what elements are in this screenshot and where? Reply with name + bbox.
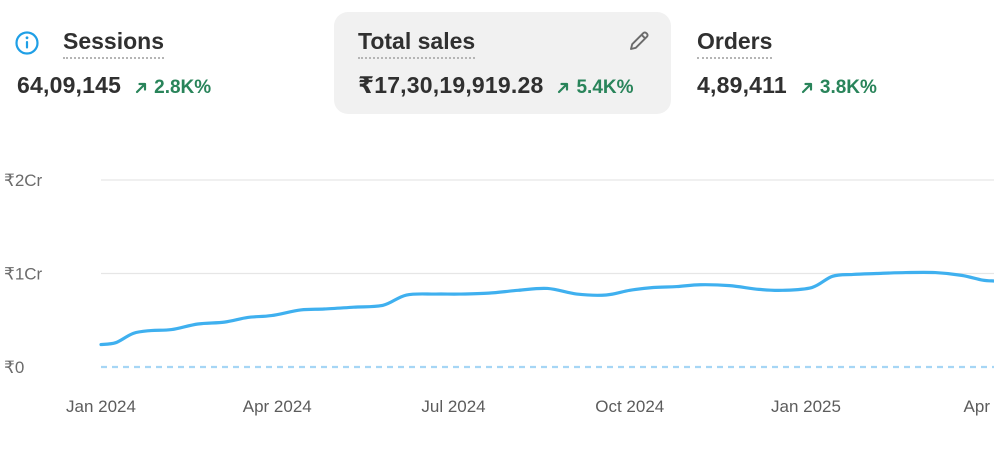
y-tick-label-2: ₹2Cr	[4, 171, 43, 190]
metric-change-orders: 3.8K%	[801, 77, 877, 99]
metric-value-orders: 4,89,411	[697, 72, 787, 98]
metric-value-sessions: 64,09,145	[17, 72, 122, 98]
metric-value-row-orders: 4,89,411 3.8K%	[697, 72, 877, 99]
metric-title-total-sales[interactable]: Total sales	[358, 28, 476, 59]
metric-card-total-sales[interactable]: Total sales ₹17,30,19,919.28 5.4K%	[334, 12, 671, 114]
arrow-up-right-icon	[558, 82, 569, 94]
y-tick-label-1: ₹1Cr	[4, 265, 43, 284]
metric-value-total-sales: ₹17,30,19,919.28	[358, 72, 544, 98]
x-tick-label-3: Oct 2024	[595, 397, 664, 416]
x-tick-label-0: Jan 2024	[66, 397, 136, 416]
arrow-up-right-icon	[136, 82, 147, 94]
pencil-icon[interactable]	[626, 28, 652, 54]
metric-value-row-sessions: 64,09,145 2.8K%	[17, 72, 211, 99]
x-tick-label-1: Apr 2024	[243, 397, 312, 416]
x-tick-label-5: Apr	[964, 397, 991, 416]
chart-canvas[interactable]: ₹0 ₹1Cr ₹2Cr Jan 2024 Apr 2024 Jul 2024 Oct 20…	[0, 150, 994, 455]
metric-change-total-sales: 5.4K%	[557, 77, 634, 99]
metric-card-orders[interactable]: Orders 4,89,411 3.8K%	[682, 12, 982, 114]
metric-change-value-sessions: 2.8K%	[154, 77, 212, 98]
x-tick-label-4: Jan 2025	[771, 397, 841, 416]
metric-title-orders[interactable]: Orders	[697, 28, 773, 59]
x-tick-label-2: Jul 2024	[421, 397, 485, 416]
metric-card-sessions[interactable]: Sessions 64,09,145 2.8K%	[0, 12, 320, 114]
arrow-up-right-icon	[801, 82, 812, 94]
series-line-total-sales	[99, 270, 994, 347]
metrics-bar: Sessions 64,09,145 2.8K% Total sales ₹17…	[0, 0, 994, 120]
metric-change-value-total-sales: 5.4K%	[576, 77, 634, 98]
metric-change-sessions: 2.8K%	[135, 77, 211, 99]
metric-title-sessions[interactable]: Sessions	[63, 28, 164, 59]
y-tick-label-0: ₹0	[4, 358, 24, 377]
metric-change-value-orders: 3.8K%	[819, 77, 877, 98]
sales-line-chart[interactable]: ₹0 ₹1Cr ₹2Cr Jan 2024 Apr 2024 Jul 2024 Oct 20…	[0, 150, 994, 455]
info-icon[interactable]	[14, 30, 40, 56]
metric-value-row-total-sales: ₹17,30,19,919.28 5.4K%	[358, 72, 634, 99]
